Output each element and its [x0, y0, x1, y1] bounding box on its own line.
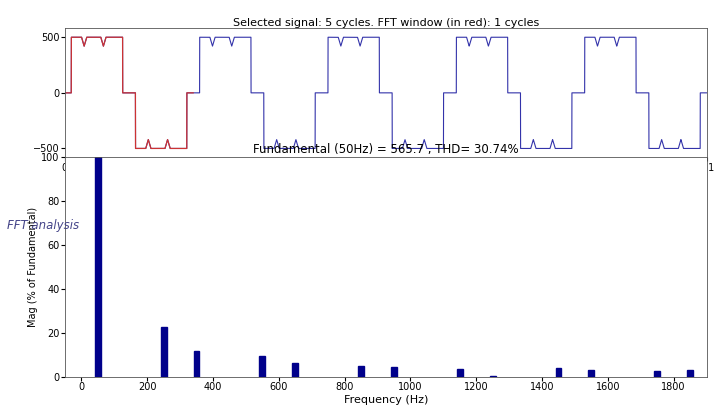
Bar: [654, 371, 660, 377]
Bar: [260, 356, 265, 377]
Bar: [588, 370, 594, 377]
Title: Fundamental (50Hz) = 565.7 , THD= 30.74%: Fundamental (50Hz) = 565.7 , THD= 30.74%: [253, 143, 518, 156]
Text: FFT analysis: FFT analysis: [7, 219, 79, 232]
Bar: [193, 352, 200, 377]
Bar: [457, 369, 463, 377]
Bar: [490, 375, 495, 377]
Bar: [391, 367, 397, 377]
X-axis label: Frequency (Hz): Frequency (Hz): [343, 395, 428, 405]
Bar: [95, 158, 101, 377]
Title: Selected signal: 5 cycles. FFT window (in red): 1 cycles: Selected signal: 5 cycles. FFT window (i…: [233, 17, 539, 28]
Bar: [687, 370, 693, 377]
Bar: [358, 366, 364, 377]
Y-axis label: Mag (% of Fundamental): Mag (% of Fundamental): [28, 207, 38, 327]
Bar: [292, 364, 298, 377]
X-axis label: Time (s): Time (s): [365, 174, 407, 184]
Bar: [161, 327, 167, 377]
Bar: [556, 368, 562, 377]
